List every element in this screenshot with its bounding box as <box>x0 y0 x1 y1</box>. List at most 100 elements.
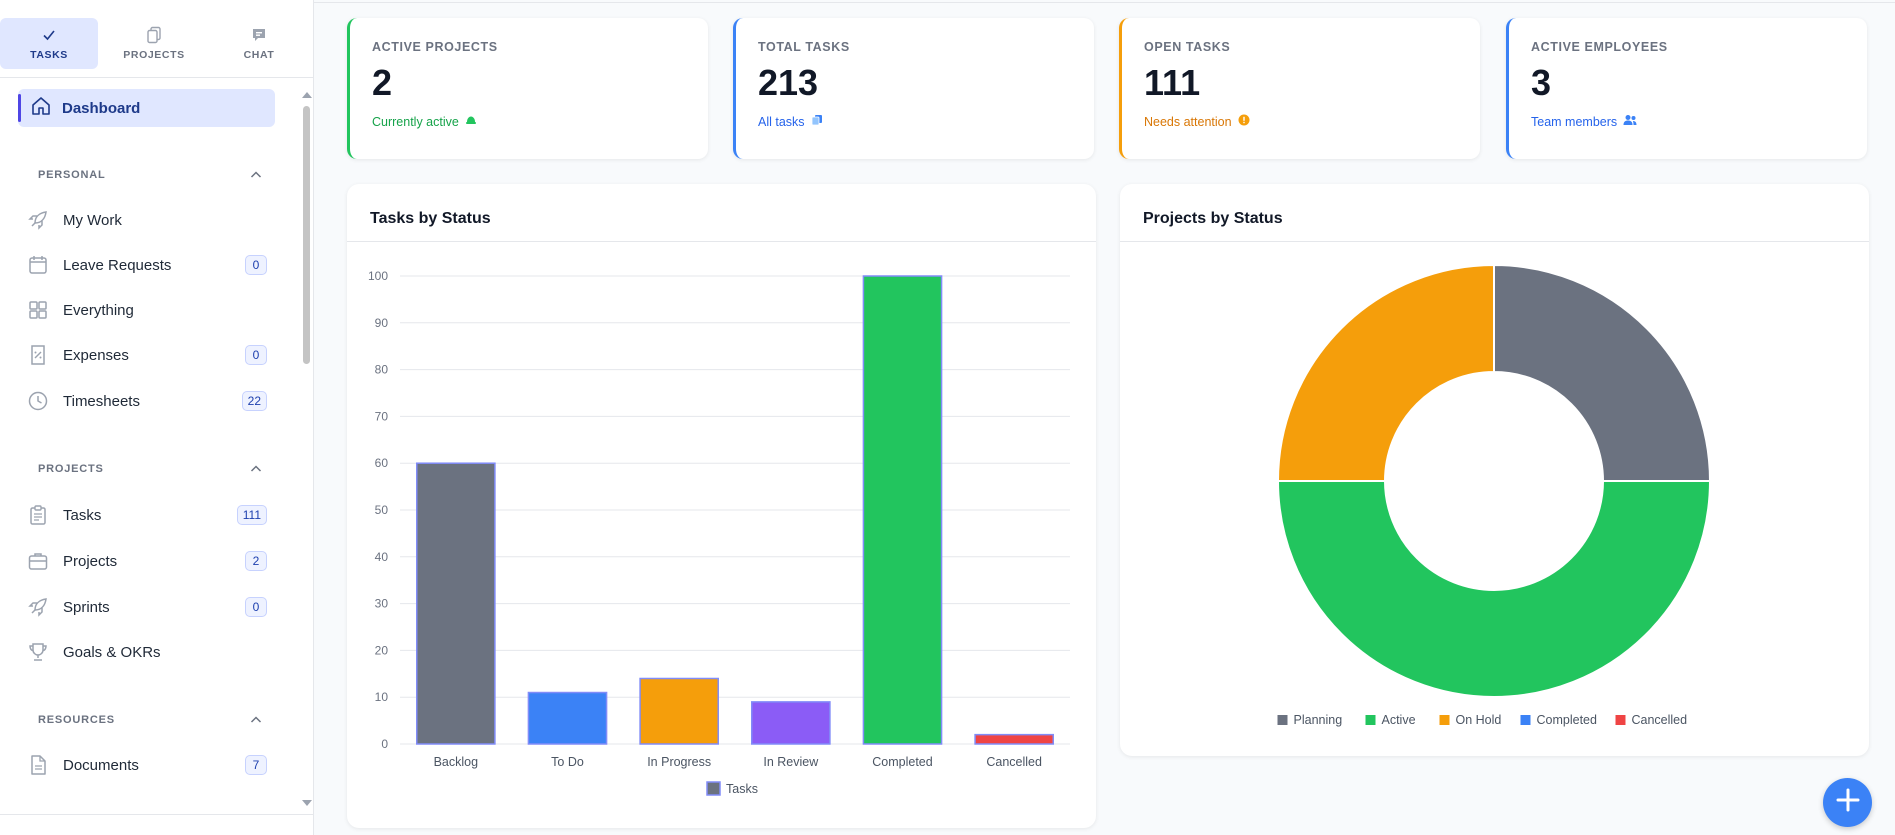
x-tick-label: Cancelled <box>986 755 1042 769</box>
legend-swatch <box>1615 715 1626 725</box>
stat-label: OPEN TASKS <box>1144 40 1231 54</box>
donut-slice[interactable] <box>1276 480 1712 698</box>
stat-subtext-label: Needs attention <box>1144 114 1232 129</box>
sidebar-item-projects[interactable]: Projects 2 <box>26 545 276 577</box>
sidebar-item-documents[interactable]: Documents 7 <box>26 749 276 781</box>
x-tick-label: To Do <box>551 755 584 769</box>
grid-icon <box>26 298 50 322</box>
sidebar-item-label: Leave Requests <box>63 256 172 274</box>
scroll-thumb[interactable] <box>303 106 310 364</box>
bar[interactable] <box>862 275 943 745</box>
stat-card-open-tasks: OPEN TASKS 111 Needs attention <box>1119 18 1480 159</box>
bar[interactable] <box>751 701 831 745</box>
chevron-up-icon[interactable] <box>248 461 264 477</box>
document-icon <box>26 753 50 777</box>
clipboard-icon <box>26 503 50 527</box>
sidebar-item-label: Tasks <box>63 506 102 524</box>
sidebar: TASKS PROJECTS CHAT Dashboard PERSONAL <box>0 0 314 835</box>
bar[interactable] <box>639 677 720 745</box>
x-tick-label: In Review <box>763 755 819 769</box>
section-personal: PERSONAL <box>38 169 106 181</box>
tab-label: CHAT <box>243 49 275 61</box>
bar[interactable] <box>527 691 608 745</box>
bar[interactable] <box>974 733 1054 745</box>
tab-chat[interactable]: CHAT <box>210 18 308 69</box>
bar[interactable] <box>416 462 496 745</box>
receipt-icon <box>26 343 50 367</box>
sidebar-top-tabs: TASKS PROJECTS CHAT <box>0 0 313 78</box>
y-tick-label: 80 <box>375 363 389 377</box>
tasks-bar-chart: 0 10 20 30 40 50 60 70 80 90 100 Backlog To Do In Pr… <box>368 269 1070 796</box>
tab-label: TASKS <box>30 49 68 61</box>
sidebar-item-sprints[interactable]: Sprints 0 <box>26 591 276 623</box>
divider <box>314 2 1895 3</box>
sidebar-item-my-work[interactable]: My Work <box>26 204 276 236</box>
stat-card-total-tasks: TOTAL TASKS 213 All tasks <box>733 18 1094 159</box>
count-badge: 22 <box>241 391 267 411</box>
x-tick-label: Completed <box>872 755 932 769</box>
stat-value: 3 <box>1531 62 1552 103</box>
sidebar-item-timesheets[interactable]: Timesheets 22 <box>26 385 276 417</box>
legend-swatch <box>706 781 721 796</box>
users-icon <box>1623 114 1637 129</box>
count-badge: 111 <box>236 505 267 525</box>
stat-subtext-label: Currently active <box>372 114 459 129</box>
chevron-up-icon[interactable] <box>248 167 264 183</box>
legend-swatch <box>1365 715 1376 725</box>
rocket-icon <box>26 208 50 232</box>
stat-subtext: All tasks <box>758 114 1094 129</box>
copy-icon <box>146 26 162 44</box>
sidebar-item-goals-okrs[interactable]: Goals & OKRs <box>26 636 276 668</box>
stat-card-active-projects: ACTIVE PROJECTS 2 Currently active <box>347 18 708 159</box>
stat-subtext: Currently active <box>372 114 708 129</box>
sidebar-item-label: Everything <box>63 301 134 319</box>
scroll-down-arrow[interactable] <box>302 800 312 806</box>
stat-value: 2 <box>372 62 393 103</box>
sidebar-nav: Dashboard PERSONAL My Work Leave Request… <box>0 78 300 808</box>
legend-swatch <box>1520 715 1531 725</box>
count-badge: 7 <box>245 755 267 775</box>
copy-icon <box>811 114 823 129</box>
sidebar-item-label: Goals & OKRs <box>63 643 161 661</box>
x-tick-label: Backlog <box>434 755 479 769</box>
sidebar-item-everything[interactable]: Everything <box>26 294 276 326</box>
y-tick-label: 10 <box>375 690 389 704</box>
y-tick-label: 100 <box>368 269 388 283</box>
sidebar-item-leave-requests[interactable]: Leave Requests 0 <box>26 249 276 281</box>
stat-subtext: Needs attention <box>1144 114 1480 129</box>
count-badge: 0 <box>245 255 267 275</box>
sidebar-item-label: My Work <box>63 211 122 229</box>
x-tick-label: In Progress <box>647 755 711 769</box>
rocket-icon <box>26 595 50 619</box>
sidebar-item-label: Expenses <box>63 346 129 364</box>
stat-subtext-label: All tasks <box>758 114 805 129</box>
legend-label[interactable]: Planning <box>1294 713 1343 727</box>
sidebar-scrollbar[interactable] <box>300 88 312 808</box>
divider <box>0 814 314 815</box>
tab-tasks[interactable]: TASKS <box>0 18 98 69</box>
stat-label: TOTAL TASKS <box>758 40 850 54</box>
section-projects: PROJECTS <box>38 463 104 475</box>
donut-slice[interactable] <box>1493 263 1712 482</box>
chevron-up-icon[interactable] <box>248 712 264 728</box>
count-badge: 2 <box>245 551 267 571</box>
legend-label[interactable]: Cancelled <box>1632 713 1688 727</box>
y-tick-label: 70 <box>375 409 389 423</box>
tab-projects[interactable]: PROJECTS <box>98 18 210 69</box>
active-indicator <box>18 94 21 122</box>
legend-label[interactable]: Active <box>1382 713 1416 727</box>
y-tick-label: 20 <box>375 643 389 657</box>
briefcase-icon <box>26 549 50 573</box>
legend-label[interactable]: Completed <box>1537 713 1597 727</box>
add-button[interactable] <box>1823 778 1872 827</box>
scroll-up-arrow[interactable] <box>302 92 312 98</box>
sidebar-item-tasks[interactable]: Tasks 111 <box>26 499 276 531</box>
sidebar-item-dashboard[interactable]: Dashboard <box>18 89 275 127</box>
sidebar-item-expenses[interactable]: Expenses 0 <box>26 339 276 371</box>
legend-label[interactable]: On Hold <box>1456 713 1502 727</box>
donut-slice[interactable] <box>1276 263 1495 482</box>
legend-label[interactable]: Tasks <box>726 782 758 796</box>
stat-subtext: Team members <box>1531 114 1867 129</box>
card-title: Tasks by Status <box>347 184 1096 242</box>
stat-subtext-label: Team members <box>1531 114 1618 129</box>
